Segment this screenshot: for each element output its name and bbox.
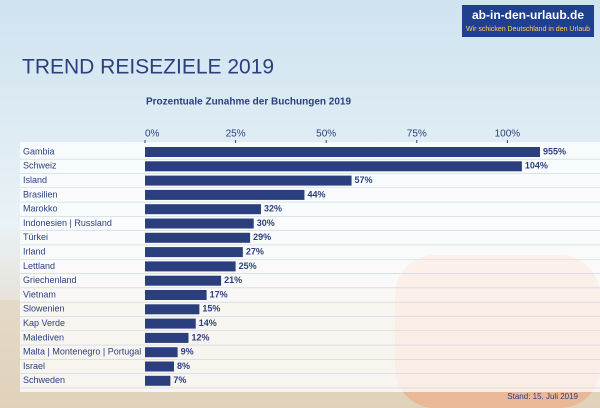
category-label: Gambia bbox=[23, 146, 55, 156]
value-label: 44% bbox=[307, 189, 325, 199]
bar bbox=[145, 304, 200, 315]
value-label: 14% bbox=[199, 318, 217, 328]
value-label: 15% bbox=[202, 304, 220, 314]
bar bbox=[145, 204, 261, 215]
bar bbox=[145, 318, 196, 329]
bar bbox=[145, 232, 251, 243]
category-label: Schweiz bbox=[23, 161, 57, 171]
bar bbox=[145, 218, 254, 229]
chart-title: TREND REISEZIELE 2019 bbox=[22, 56, 274, 79]
bar bbox=[145, 261, 236, 272]
category-label: Schweden bbox=[23, 375, 65, 385]
category-label: Lettland bbox=[23, 261, 55, 271]
value-label: 104% bbox=[525, 161, 548, 171]
category-label: Israel bbox=[23, 361, 45, 371]
category-label: Indonesien | Russland bbox=[23, 218, 112, 228]
value-label: 57% bbox=[355, 175, 373, 185]
value-label: 30% bbox=[257, 218, 275, 228]
bar bbox=[145, 275, 222, 286]
plot-area bbox=[145, 147, 540, 386]
bar bbox=[145, 290, 207, 300]
category-label: Türkei bbox=[23, 232, 48, 242]
category-label: Slowenien bbox=[23, 304, 65, 314]
x-tick-label: 75% bbox=[407, 129, 427, 140]
bar bbox=[145, 347, 178, 358]
tagline: Wir schicken Deutschland in den Urlaub bbox=[466, 26, 590, 33]
bar bbox=[145, 361, 174, 372]
category-label: Marokko bbox=[23, 204, 58, 214]
value-label: 29% bbox=[253, 232, 271, 242]
category-label: Irland bbox=[23, 246, 46, 256]
category-label: Malta | Montenegro | Portugal bbox=[23, 347, 141, 357]
logo: ab-in-den-urlaub.de bbox=[472, 8, 584, 22]
bar bbox=[145, 147, 540, 157]
value-label: 17% bbox=[210, 289, 228, 299]
category-label: Malediven bbox=[23, 332, 64, 342]
x-tick-label: 0% bbox=[145, 129, 160, 140]
x-tick-label: 25% bbox=[226, 129, 246, 140]
value-label: 8% bbox=[177, 361, 190, 371]
bar bbox=[145, 161, 522, 172]
value-label: 7% bbox=[173, 375, 186, 385]
category-label: Vietnam bbox=[23, 289, 56, 299]
chart-subtitle: Prozentuale Zunahme der Buchungen 2019 bbox=[146, 97, 351, 108]
bar bbox=[145, 375, 171, 386]
category-label: Island bbox=[23, 175, 47, 185]
value-label: 21% bbox=[224, 275, 242, 285]
bar bbox=[145, 332, 189, 343]
logo-box bbox=[462, 5, 594, 37]
value-label: 12% bbox=[191, 332, 209, 342]
category-label: Brasilien bbox=[23, 189, 58, 199]
value-label: 32% bbox=[264, 204, 282, 214]
value-label: 955% bbox=[543, 146, 566, 156]
bar bbox=[145, 189, 305, 200]
footer: Stand: 15. Juli 2019 bbox=[507, 392, 578, 401]
bar bbox=[145, 247, 243, 258]
value-label: 9% bbox=[181, 347, 194, 357]
category-label: Kap Verde bbox=[23, 318, 65, 328]
bar bbox=[145, 175, 352, 186]
value-label: 27% bbox=[246, 246, 264, 256]
value-label: 25% bbox=[239, 261, 257, 271]
category-label: Griechenland bbox=[23, 275, 77, 285]
x-tick-label: 100% bbox=[495, 129, 521, 140]
x-tick-label: 50% bbox=[316, 129, 336, 140]
